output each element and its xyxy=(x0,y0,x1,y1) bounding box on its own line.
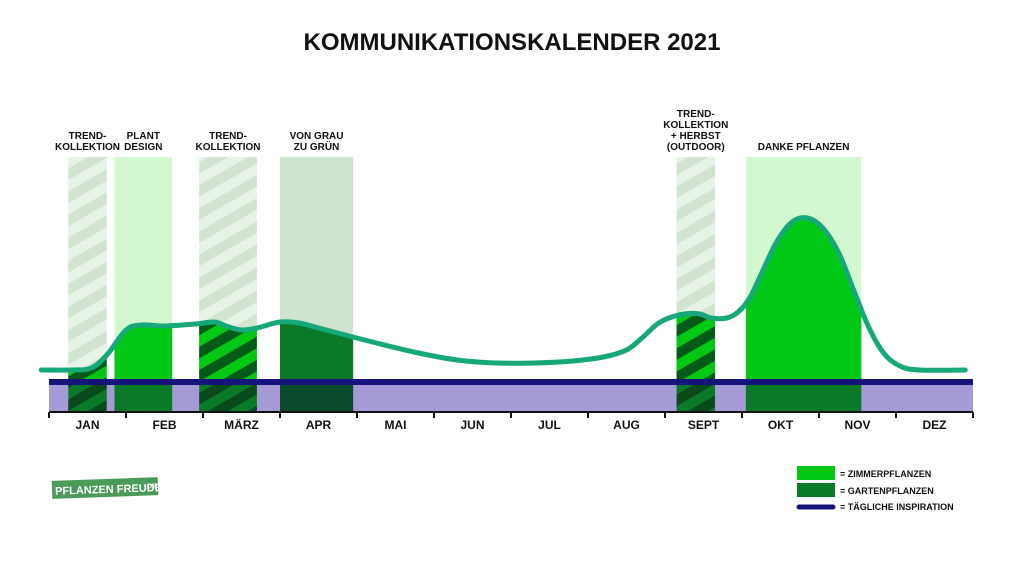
month-label: APR xyxy=(306,418,332,432)
chart-title: KOMMUNIKATIONSKALENDER 2021 xyxy=(304,29,721,56)
campaign-label: DESIGN xyxy=(124,142,162,153)
campaign-label: ZU GRÜN xyxy=(294,140,340,153)
logo-background xyxy=(51,477,159,499)
band-segment-1 xyxy=(114,382,173,412)
legend-label-gartenpflanzen: = GARTENPFLANZEN xyxy=(840,486,934,496)
legend-swatch-gartenpflanzen xyxy=(797,483,835,497)
month-label: JUL xyxy=(538,418,561,432)
month-label: MÄRZ xyxy=(224,417,259,432)
legend-swatch-zimmerpflanzen xyxy=(797,466,835,480)
month-label: AUG xyxy=(613,418,640,432)
campaign-labels: TREND-KOLLEKTIONPLANTDESIGNTREND-KOLLEKT… xyxy=(55,109,849,153)
month-label: MAI xyxy=(385,418,407,432)
legend-label-zimmerpflanzen: = ZIMMERPFLANZEN xyxy=(840,469,931,479)
logo-text: PFLANZEN FREUDE xyxy=(55,482,162,498)
campaign-label: TREND- xyxy=(209,131,247,142)
campaign-fills xyxy=(68,217,862,382)
campaign-label: + HERBST xyxy=(671,131,721,142)
logo-suffix: .DE xyxy=(145,483,157,490)
campaign-label: KOLLEKTION xyxy=(55,142,120,153)
campaign-label: KOLLEKTION xyxy=(663,120,728,131)
campaign-label: KOLLEKTION xyxy=(196,142,261,153)
band-segment-0 xyxy=(68,382,107,412)
band-segment-2 xyxy=(199,382,257,412)
campaign-backgrounds xyxy=(68,157,862,412)
month-label: OKT xyxy=(768,418,794,432)
campaign-label: TREND- xyxy=(677,109,715,120)
legend: = ZIMMERPFLANZEN = GARTENPFLANZEN = TÄGL… xyxy=(796,466,954,512)
month-label: JUN xyxy=(460,418,484,432)
band-segment-3 xyxy=(280,382,354,412)
month-label: FEB xyxy=(153,418,177,432)
campaign-label: PLANT xyxy=(127,131,160,142)
month-ticks xyxy=(48,411,974,418)
month-label: JAN xyxy=(75,418,99,432)
band-segment-4 xyxy=(676,382,716,412)
month-labels: JAN FEB MÄRZ APR MAI JUN JUL AUG SEPT OKT NOV DEZ xyxy=(75,417,946,432)
month-label: SEPT xyxy=(688,418,720,432)
month-label: NOV xyxy=(844,418,870,432)
month-label: DEZ xyxy=(923,418,947,432)
campaign-label: TREND- xyxy=(69,131,107,142)
legend-label-inspiration: = TÄGLICHE INSPIRATION xyxy=(840,502,954,512)
brand-logo: PFLANZEN FREUDE .DE xyxy=(51,477,162,499)
campaign-label: (OUTDOOR) xyxy=(667,142,725,153)
campaign-band-segments xyxy=(68,382,862,412)
campaign-label: DANKE PFLANZEN xyxy=(758,142,850,153)
engagement-curve xyxy=(38,215,968,373)
campaign-label: VON GRAU xyxy=(290,131,344,142)
band-segment-5 xyxy=(745,382,862,412)
